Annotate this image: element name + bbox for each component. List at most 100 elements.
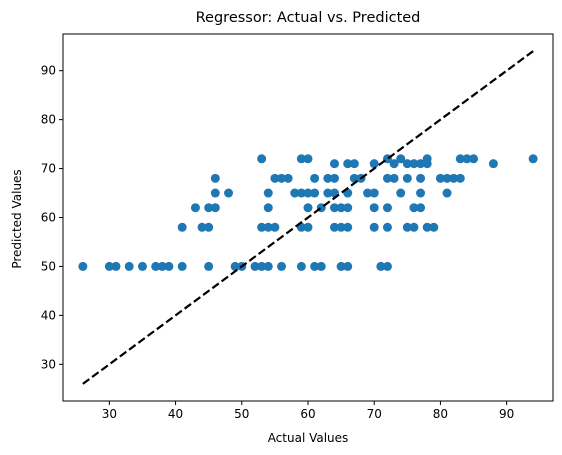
data-point xyxy=(349,159,359,169)
x-tick-label: 30 xyxy=(102,407,117,421)
data-point xyxy=(329,203,339,213)
data-point xyxy=(104,261,114,271)
axes: 30 40 50 60 70 80 90 30 40 50 60 70 80 90 xyxy=(41,33,554,421)
data-point xyxy=(369,188,379,198)
data-point xyxy=(343,203,353,213)
data-point xyxy=(263,188,273,198)
data-point xyxy=(303,203,313,213)
data-point xyxy=(137,261,147,271)
chart-title: Regressor: Actual vs. Predicted xyxy=(196,10,421,26)
data-point xyxy=(369,222,379,232)
data-point xyxy=(323,188,333,198)
data-point xyxy=(270,222,280,232)
x-tick-label: 70 xyxy=(367,407,382,421)
data-point xyxy=(224,188,234,198)
y-tick-label: 80 xyxy=(41,113,56,127)
data-point xyxy=(283,173,293,183)
data-point xyxy=(323,173,333,183)
data-point xyxy=(310,261,320,271)
data-point xyxy=(210,203,220,213)
data-point xyxy=(277,261,287,271)
data-point xyxy=(409,222,419,232)
data-point xyxy=(329,222,339,232)
data-point xyxy=(257,222,267,232)
data-point xyxy=(177,222,187,232)
y-tick-label: 30 xyxy=(41,357,56,371)
data-point xyxy=(402,173,412,183)
data-point xyxy=(382,261,392,271)
data-point xyxy=(369,203,379,213)
reference-line-layer xyxy=(82,50,534,385)
data-point xyxy=(204,261,214,271)
data-point xyxy=(310,188,320,198)
data-point xyxy=(78,261,88,271)
data-point xyxy=(329,159,339,169)
data-point xyxy=(382,173,392,183)
data-point xyxy=(416,173,426,183)
data-point xyxy=(429,222,439,232)
data-point xyxy=(409,203,419,213)
data-point xyxy=(455,154,465,164)
data-point xyxy=(210,188,220,198)
data-point xyxy=(422,222,432,232)
data-point xyxy=(336,222,346,232)
data-point xyxy=(376,261,386,271)
y-tick-label: 50 xyxy=(41,259,56,273)
data-points xyxy=(78,154,538,271)
data-point xyxy=(336,203,346,213)
data-point xyxy=(296,261,306,271)
data-point xyxy=(343,261,353,271)
data-point xyxy=(435,173,445,183)
data-point xyxy=(263,203,273,213)
x-axis-label: Actual Values xyxy=(268,431,349,445)
y-tick-label: 40 xyxy=(41,308,56,322)
data-point xyxy=(416,203,426,213)
data-point xyxy=(296,154,306,164)
data-point xyxy=(257,261,267,271)
data-point xyxy=(190,203,200,213)
data-point xyxy=(396,154,406,164)
data-point xyxy=(290,188,300,198)
data-point xyxy=(336,261,346,271)
x-tick-label: 90 xyxy=(499,407,514,421)
data-point xyxy=(369,159,379,169)
data-point xyxy=(263,222,273,232)
data-point xyxy=(396,188,406,198)
data-point xyxy=(303,222,313,232)
data-point xyxy=(197,222,207,232)
data-point xyxy=(402,222,412,232)
data-point xyxy=(389,173,399,183)
data-point xyxy=(303,154,313,164)
data-point xyxy=(442,173,452,183)
data-point xyxy=(230,261,240,271)
data-point xyxy=(263,261,273,271)
data-point xyxy=(303,188,313,198)
data-point xyxy=(177,261,187,271)
data-point xyxy=(469,154,479,164)
data-point xyxy=(316,261,326,271)
data-point xyxy=(528,154,538,164)
data-point xyxy=(310,173,320,183)
data-point xyxy=(442,188,452,198)
data-point xyxy=(210,173,220,183)
data-point xyxy=(111,261,121,271)
data-point xyxy=(462,154,472,164)
x-tick-label: 50 xyxy=(234,407,249,421)
x-tick-label: 40 xyxy=(168,407,183,421)
x-tick-label: 80 xyxy=(433,407,448,421)
data-point xyxy=(157,261,167,271)
data-point xyxy=(389,159,399,169)
data-point xyxy=(416,159,426,169)
data-point xyxy=(343,159,353,169)
data-point xyxy=(204,222,214,232)
y-tick-label: 70 xyxy=(41,162,56,176)
data-point xyxy=(164,261,174,271)
y-tick-label: 90 xyxy=(41,64,56,78)
data-point xyxy=(124,261,134,271)
x-tick-label: 60 xyxy=(300,407,315,421)
data-point xyxy=(409,159,419,169)
data-point xyxy=(250,261,260,271)
data-point xyxy=(296,188,306,198)
data-point xyxy=(455,173,465,183)
